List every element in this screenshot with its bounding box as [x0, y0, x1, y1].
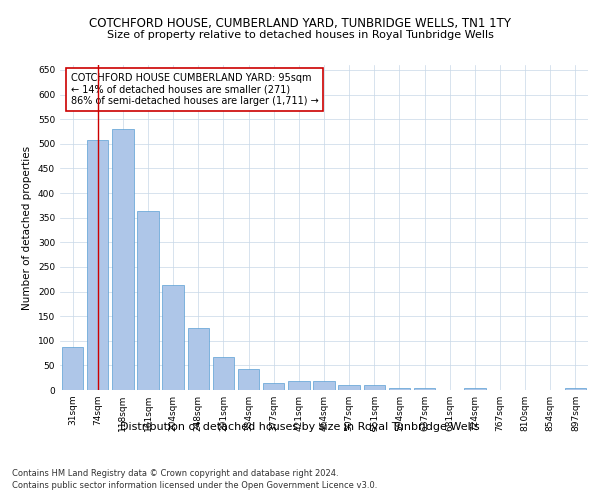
Bar [389, 388, 410, 390]
Text: Size of property relative to detached houses in Royal Tunbridge Wells: Size of property relative to detached ho… [107, 30, 493, 40]
Text: Contains HM Land Registry data © Crown copyright and database right 2024.: Contains HM Land Registry data © Crown c… [12, 468, 338, 477]
Text: COTCHFORD HOUSE CUMBERLAND YARD: 95sqm
← 14% of detached houses are smaller (271: COTCHFORD HOUSE CUMBERLAND YARD: 95sqm ←… [71, 73, 319, 106]
Bar [288, 380, 310, 390]
Bar [464, 388, 485, 390]
Bar [414, 388, 435, 390]
Bar [364, 385, 385, 390]
Bar [137, 211, 158, 390]
Bar [62, 346, 83, 390]
Bar [263, 382, 284, 390]
Bar [163, 285, 184, 390]
Bar [338, 385, 360, 390]
Text: Distribution of detached houses by size in Royal Tunbridge Wells: Distribution of detached houses by size … [120, 422, 480, 432]
Bar [87, 140, 109, 390]
Bar [188, 328, 209, 390]
Bar [112, 129, 134, 390]
Bar [565, 388, 586, 390]
Bar [213, 356, 234, 390]
Bar [238, 370, 259, 390]
Bar [313, 380, 335, 390]
Text: COTCHFORD HOUSE, CUMBERLAND YARD, TUNBRIDGE WELLS, TN1 1TY: COTCHFORD HOUSE, CUMBERLAND YARD, TUNBRI… [89, 18, 511, 30]
Y-axis label: Number of detached properties: Number of detached properties [22, 146, 32, 310]
Text: Contains public sector information licensed under the Open Government Licence v3: Contains public sector information licen… [12, 481, 377, 490]
